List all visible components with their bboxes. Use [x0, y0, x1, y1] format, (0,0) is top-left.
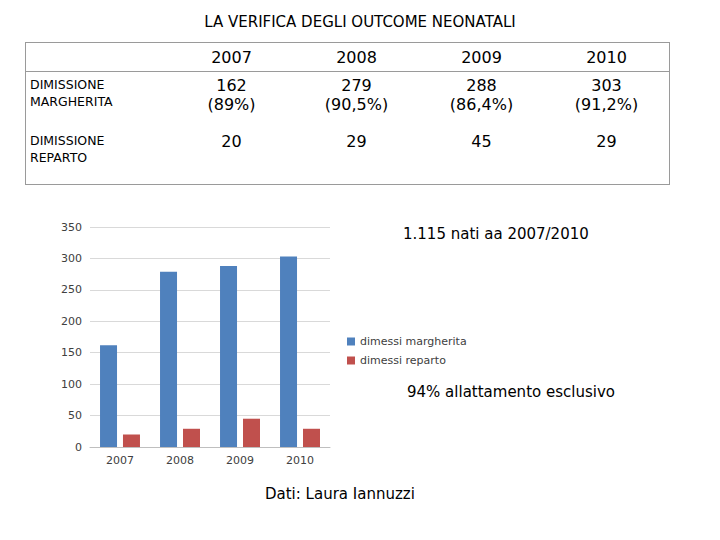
html-text:2008: 2008	[336, 47, 377, 67]
svg-text:150: 150	[61, 346, 82, 359]
html-text:LA VERIFICA DEGLI OUTCOME NEON: LA VERIFICA DEGLI OUTCOME NEONATALI	[204, 13, 516, 31]
html-text:DIMISSIONE MARGHERITA: DIMISSIONE MARGHERITA	[30, 77, 113, 109]
svg-text:dimessi reparto: dimessi reparto	[360, 354, 446, 367]
html-text:DIMISSIONE REPARTO: DIMISSIONE REPARTO	[30, 133, 105, 165]
html-text:(86,4%): (86,4%)	[449, 95, 514, 114]
html-text:29: 29	[596, 132, 617, 151]
html-text:Dati: Laura Iannuzzi: Dati: Laura Iannuzzi	[265, 485, 415, 503]
html-text:2010: 2010	[586, 47, 627, 67]
svg-text:50: 50	[68, 409, 82, 422]
svg-text:0: 0	[75, 441, 82, 454]
html-text:279: 279	[341, 76, 372, 95]
svg-text:300: 300	[61, 252, 82, 265]
html-text:45: 45	[471, 132, 492, 151]
svg-text:100: 100	[61, 378, 82, 391]
svg-text:2008: 2008	[166, 454, 194, 467]
html-text:(89%): (89%)	[207, 95, 256, 114]
svg-text:2007: 2007	[106, 454, 134, 467]
html-text:94% allattamento esclusivo: 94% allattamento esclusivo	[407, 383, 615, 401]
html-text:(91,2%): (91,2%)	[574, 95, 639, 114]
html-text:20: 20	[221, 132, 242, 151]
svg-text:350: 350	[61, 221, 82, 234]
html-text:2007: 2007	[211, 47, 252, 67]
html-text:(90,5%): (90,5%)	[324, 95, 389, 114]
html-text:29: 29	[346, 132, 367, 151]
html-text:162: 162	[216, 76, 247, 95]
html-text:1.115 nati aa 2007/2010: 1.115 nati aa 2007/2010	[403, 225, 589, 243]
html-text:2009: 2009	[461, 47, 502, 67]
svg-text:200: 200	[61, 315, 82, 328]
svg-text:250: 250	[61, 283, 82, 296]
svg-text:2010: 2010	[286, 454, 314, 467]
svg-text:2009: 2009	[226, 454, 254, 467]
html-text:288: 288	[466, 76, 497, 95]
svg-text:dimessi margherita: dimessi margherita	[360, 335, 467, 348]
html-text:303: 303	[591, 76, 622, 95]
